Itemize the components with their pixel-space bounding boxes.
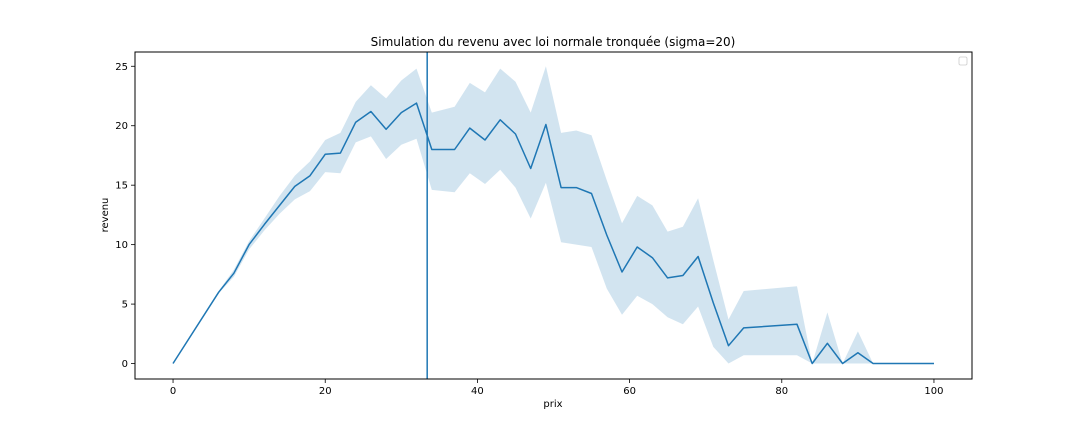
y-tick-label: 0 [122, 359, 128, 370]
x-tick-label: 80 [775, 386, 788, 397]
legend-box [958, 56, 968, 66]
x-tick-label: 40 [471, 386, 484, 397]
revenue-line [172, 102, 934, 365]
x-tick-label: 0 [170, 386, 176, 397]
y-tick-label: 20 [115, 121, 128, 132]
chart-title: Simulation du revenu avec loi normale tr… [371, 35, 736, 49]
x-tick-label: 20 [319, 386, 332, 397]
y-tick-label: 25 [115, 62, 128, 73]
x-tick-label: 100 [924, 386, 943, 397]
y-tick-label: 15 [115, 181, 128, 192]
x-axis: 0 20 40 60 80 100 [170, 379, 944, 397]
y-axis: 0 5 10 15 20 25 [115, 62, 135, 370]
y-tick-label: 10 [115, 240, 128, 251]
x-tick-label: 60 [623, 386, 636, 397]
x-axis-label: prix [543, 399, 562, 410]
plot-frame [134, 51, 973, 380]
y-axis-label: revenu [100, 198, 111, 233]
confidence-band [173, 66, 934, 364]
y-tick-label: 5 [122, 300, 128, 311]
plot-area [172, 52, 934, 379]
